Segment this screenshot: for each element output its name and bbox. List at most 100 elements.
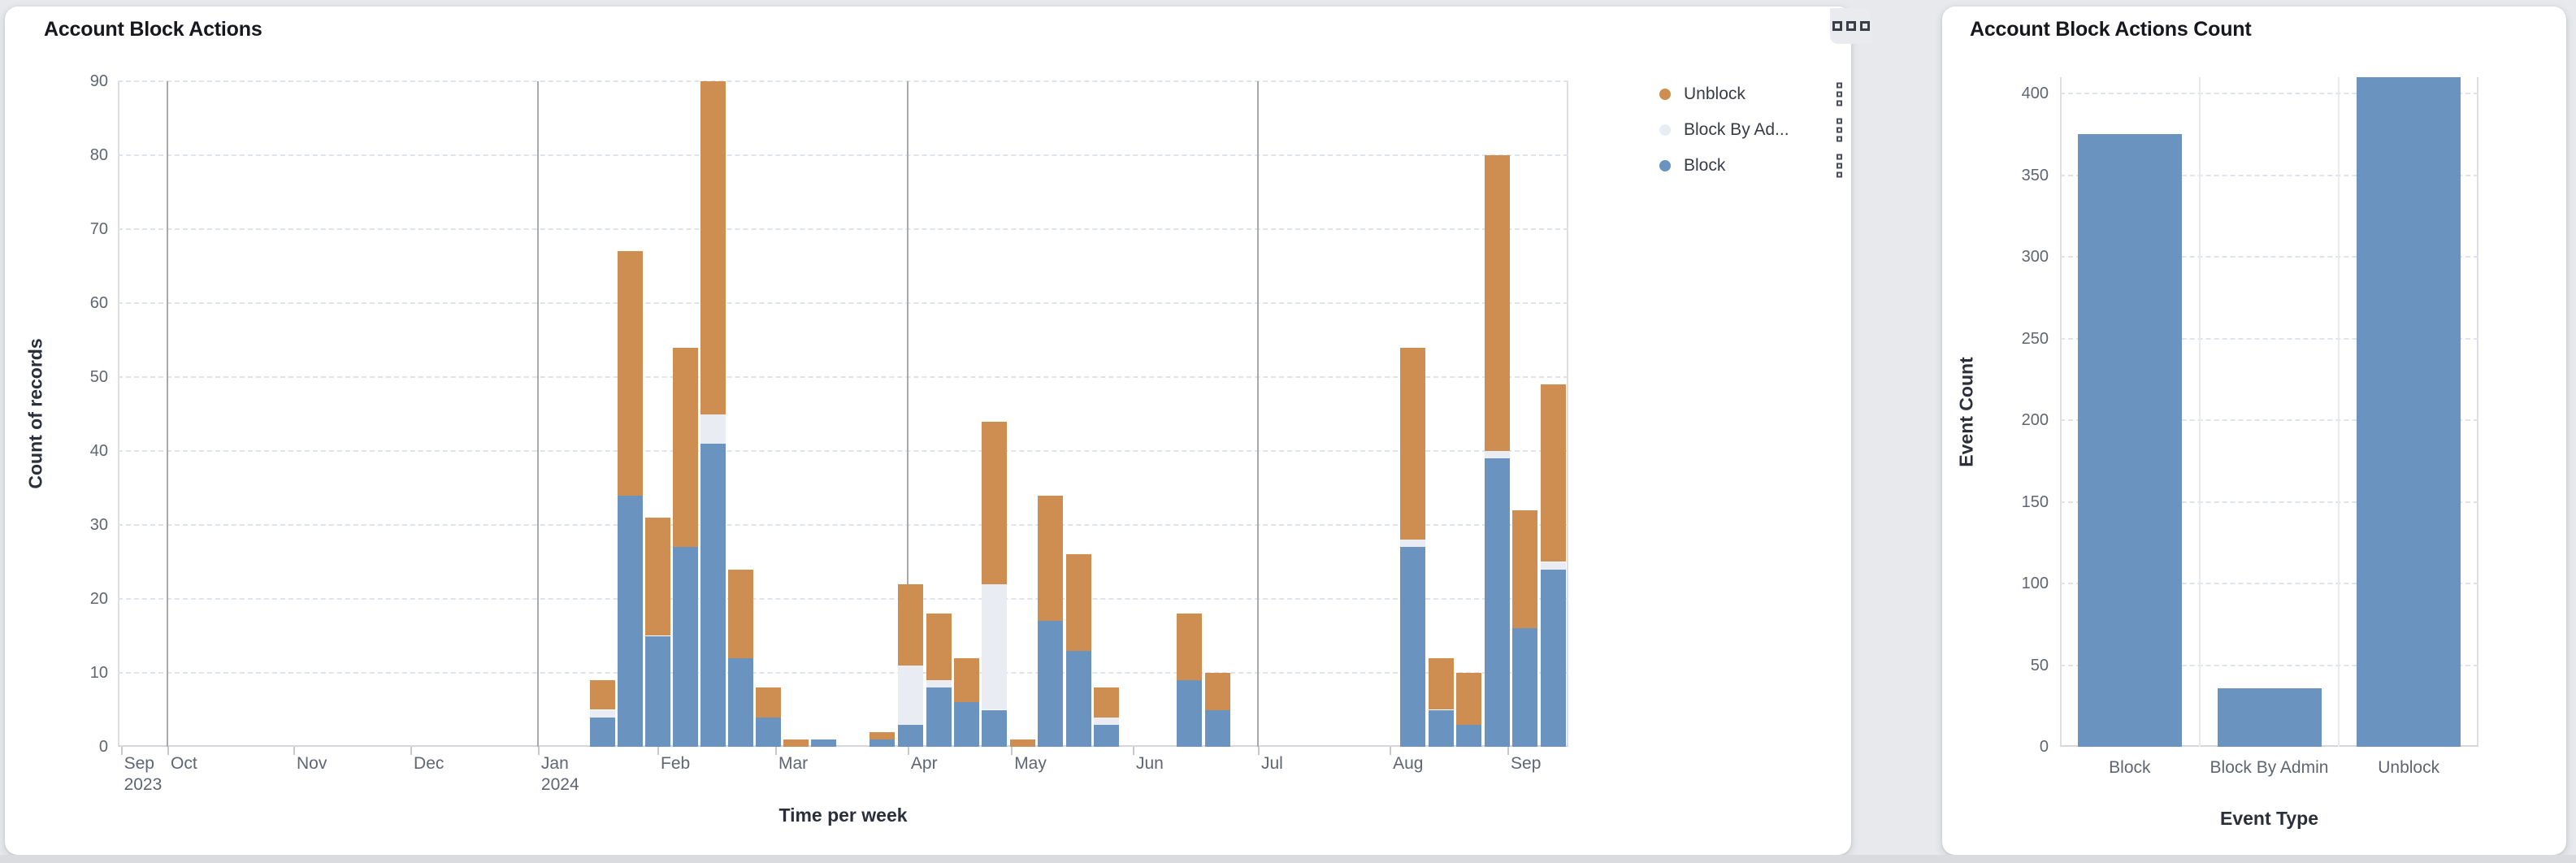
quarter-gridline xyxy=(1257,81,1259,747)
x-tick-mark-Mar xyxy=(774,747,777,755)
x-tick-label-Feb: Feb xyxy=(661,754,691,773)
x-tick-mark-Aug xyxy=(1390,747,1392,755)
y-tick-label-250: 250 xyxy=(2021,329,2049,348)
legend-item-block[interactable]: Block xyxy=(1659,148,1854,184)
bar-22-unblock[interactable] xyxy=(1456,673,1482,725)
kebab-dot xyxy=(1837,163,1842,169)
bar-block-by-admin[interactable] xyxy=(2217,687,2322,747)
y-tick-label-20: 20 xyxy=(89,590,108,608)
bar-17-unblock[interactable] xyxy=(1093,687,1119,718)
gridline-250 xyxy=(2060,337,2478,340)
x-tick-mark-Sep xyxy=(1507,747,1510,755)
legend-label: Block By Ad... xyxy=(1684,120,1789,139)
bar-23-block_by_admin[interactable] xyxy=(1485,451,1510,459)
bar-22-block[interactable] xyxy=(1456,724,1482,747)
y-tick-label-200: 200 xyxy=(2021,411,2049,430)
bar-4-block_by_admin[interactable] xyxy=(700,414,726,444)
bar-18-block[interactable] xyxy=(1177,680,1203,747)
y-tick-label-60: 60 xyxy=(89,294,108,312)
panel-options-icon xyxy=(1832,21,1842,31)
bar-13-block_by_admin[interactable] xyxy=(981,583,1007,710)
bar-16-unblock[interactable] xyxy=(1066,554,1092,651)
bar-0-unblock[interactable] xyxy=(590,680,616,710)
bar-15-unblock[interactable] xyxy=(1038,495,1064,622)
bar-block[interactable] xyxy=(2077,134,2182,747)
y-tick-label-0: 0 xyxy=(98,738,108,756)
bar-17-block[interactable] xyxy=(1093,724,1119,747)
y-tick-label-100: 100 xyxy=(2021,575,2049,593)
quarter-gridline xyxy=(167,81,169,747)
bar-15-block[interactable] xyxy=(1038,621,1064,747)
bar-3-block[interactable] xyxy=(672,547,698,747)
bar-10-unblock[interactable] xyxy=(897,583,923,666)
bar-21-block[interactable] xyxy=(1428,709,1454,747)
bar-8-block[interactable] xyxy=(811,739,837,747)
bar-9-unblock[interactable] xyxy=(869,731,895,739)
bar-1-unblock[interactable] xyxy=(617,251,643,496)
bar-5-block[interactable] xyxy=(727,657,753,747)
legend-actions-icon[interactable] xyxy=(1837,154,1842,178)
bar-2-block[interactable] xyxy=(645,635,671,747)
x-tick-label-Mar: Mar xyxy=(778,754,809,773)
legend-actions-icon[interactable] xyxy=(1837,82,1842,106)
bar-0-block[interactable] xyxy=(590,717,616,747)
x-category-label-unblock: Unblock xyxy=(2378,758,2440,777)
bar-13-unblock[interactable] xyxy=(981,421,1007,584)
bar-14-unblock[interactable] xyxy=(1009,739,1035,747)
legend-item-block-by-ad---[interactable]: Block By Ad... xyxy=(1659,112,1854,148)
bar-24-block[interactable] xyxy=(1511,628,1537,747)
gridline-90 xyxy=(118,80,1568,82)
bar-7-unblock[interactable] xyxy=(783,739,809,747)
gridline-350 xyxy=(2060,174,2478,176)
bar-13-block[interactable] xyxy=(981,709,1007,747)
bar-3-unblock[interactable] xyxy=(672,347,698,548)
bar-9-block[interactable] xyxy=(869,739,895,747)
bar-23-unblock[interactable] xyxy=(1485,155,1510,451)
bar-10-block_by_admin[interactable] xyxy=(897,665,923,725)
bar-20-block_by_admin[interactable] xyxy=(1399,540,1425,548)
bar-18-unblock[interactable] xyxy=(1177,614,1203,681)
bar-20-unblock[interactable] xyxy=(1399,347,1425,540)
bar-25-block[interactable] xyxy=(1540,569,1566,747)
x-tick-label-Sep: Sep 2023 xyxy=(124,754,163,794)
gridline-50 xyxy=(2060,664,2478,666)
bar-10-block[interactable] xyxy=(897,724,923,747)
bar-11-block_by_admin[interactable] xyxy=(926,680,952,688)
bar-17-block_by_admin[interactable] xyxy=(1093,717,1119,725)
bar-19-block[interactable] xyxy=(1205,709,1231,747)
bar-6-unblock[interactable] xyxy=(756,687,782,718)
bar-6-block[interactable] xyxy=(756,717,782,747)
bar-4-unblock[interactable] xyxy=(700,81,726,414)
bar-2-unblock[interactable] xyxy=(645,517,671,636)
bar-5-unblock[interactable] xyxy=(727,569,753,658)
x-tick-mark-Jun xyxy=(1132,747,1134,755)
bar-24-unblock[interactable] xyxy=(1511,510,1537,629)
bar-20-block[interactable] xyxy=(1399,547,1425,747)
bar-16-block[interactable] xyxy=(1066,650,1092,747)
x-tick-label-Jun: Jun xyxy=(1135,754,1164,773)
gridline-10 xyxy=(118,672,1568,674)
bar-21-unblock[interactable] xyxy=(1428,657,1454,710)
bar-25-unblock[interactable] xyxy=(1540,384,1566,562)
x-tick-mark-Jan xyxy=(537,747,540,755)
bar-23-block[interactable] xyxy=(1485,458,1510,747)
bar-unblock[interactable] xyxy=(2357,77,2461,747)
bar-4-block[interactable] xyxy=(700,443,726,747)
y-tick-label-10: 10 xyxy=(89,664,108,682)
bar-12-block[interactable] xyxy=(954,702,980,747)
x-tick-mark-Apr xyxy=(907,747,909,755)
x-tick-label-May: May xyxy=(1014,754,1047,773)
bar-12-unblock[interactable] xyxy=(954,657,980,703)
legend-actions-icon[interactable] xyxy=(1837,118,1842,142)
bar-19-unblock[interactable] xyxy=(1205,673,1231,710)
bar-25-block_by_admin[interactable] xyxy=(1540,562,1566,570)
panel-options-icon xyxy=(1860,21,1870,31)
bar-0-block_by_admin[interactable] xyxy=(590,709,616,718)
bar-11-block[interactable] xyxy=(926,687,952,747)
legend-item-unblock[interactable]: Unblock xyxy=(1659,76,1854,112)
bar-11-unblock[interactable] xyxy=(926,614,952,681)
right-chart-x-axis-title: Event Type xyxy=(2220,808,2318,829)
bar-1-block[interactable] xyxy=(617,495,643,747)
panel-options-button[interactable] xyxy=(1830,8,1872,44)
gridline-70 xyxy=(118,228,1568,230)
